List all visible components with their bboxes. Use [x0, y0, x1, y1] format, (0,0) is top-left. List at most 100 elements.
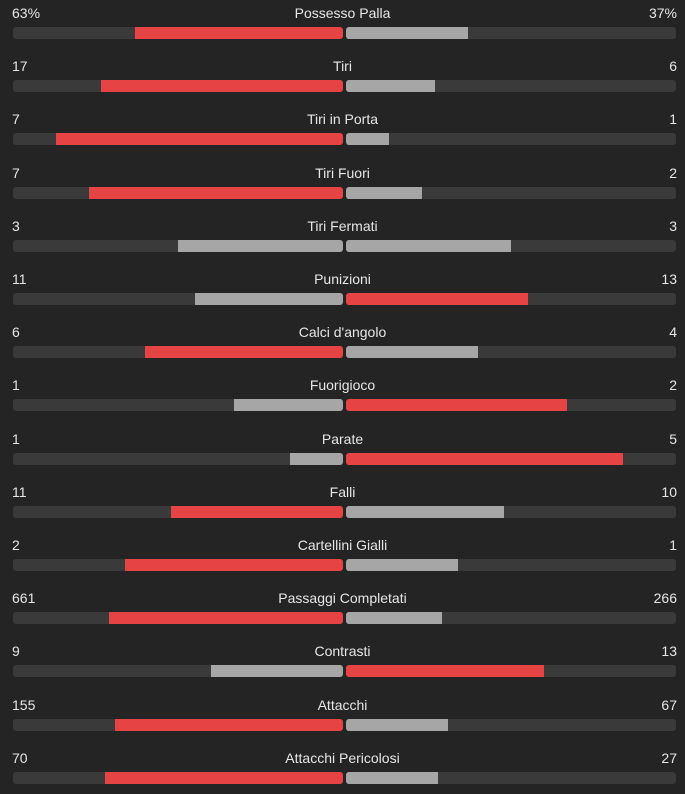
- home-value: 11: [12, 271, 27, 287]
- home-bar-track: [13, 505, 343, 518]
- stat-label: Punizioni: [314, 271, 371, 287]
- away-bar-fill: [346, 186, 422, 199]
- home-bar-track: [13, 771, 343, 784]
- stat-row-6: 11 Punizioni 13: [0, 266, 685, 319]
- away-value: 5: [669, 430, 677, 447]
- home-bar-track: [13, 399, 343, 412]
- away-value: 6: [669, 58, 677, 75]
- home-bar-track: [13, 718, 343, 731]
- home-bar-track: [13, 612, 343, 625]
- stat-row-3: 7 Tiri in Porta 1: [0, 106, 685, 159]
- stat-row-14: 155 Attacchi 67: [0, 692, 685, 745]
- home-value: 70: [12, 749, 28, 766]
- home-bar-fill: [234, 399, 343, 412]
- away-value: 10: [661, 483, 677, 500]
- away-bar-track: [346, 452, 676, 465]
- home-bar-track: [13, 559, 343, 571]
- away-bar-fill: [346, 239, 511, 252]
- home-value: 11: [12, 483, 27, 500]
- away-value: 4: [669, 324, 677, 341]
- away-value: 13: [661, 271, 677, 287]
- stat-label: Cartellini Gialli: [297, 537, 388, 553]
- stat-label: Tiri Fermati: [307, 217, 378, 234]
- stat-label: Passaggi Completati: [278, 590, 407, 607]
- home-bar-fill: [115, 718, 343, 731]
- home-bar-track: [13, 133, 343, 146]
- stat-label: Calci d'angolo: [298, 324, 387, 341]
- away-value: 1: [669, 111, 677, 128]
- away-bar-track: [346, 559, 676, 571]
- home-value: 7: [12, 111, 20, 128]
- stat-label: Possesso Palla: [294, 5, 391, 21]
- home-bar-fill: [101, 80, 343, 93]
- home-value: 2: [12, 537, 20, 553]
- away-value: 2: [669, 164, 677, 181]
- home-bar-fill: [145, 346, 343, 359]
- away-value: 3: [669, 217, 677, 234]
- away-value: 37%: [648, 5, 677, 21]
- away-bar-fill: [346, 665, 544, 678]
- home-bar-fill: [211, 665, 343, 678]
- home-value: 3: [12, 217, 20, 234]
- home-value: 7: [12, 164, 20, 181]
- stat-label: Falli: [329, 483, 356, 500]
- away-bar-fill: [346, 346, 478, 359]
- stat-row-5: 3 Tiri Fermati 3: [0, 213, 685, 266]
- home-bar-fill: [105, 771, 343, 784]
- home-bar-fill: [178, 239, 343, 252]
- home-bar-fill: [135, 27, 343, 39]
- home-bar-fill: [88, 186, 343, 199]
- stat-row-7: 6 Calci d'angolo 4: [0, 319, 685, 372]
- home-value: 9: [12, 643, 20, 660]
- home-value: 661: [12, 590, 36, 607]
- away-bar-track: [346, 133, 676, 146]
- stat-label: Parate: [321, 430, 364, 447]
- home-bar-fill: [125, 559, 343, 571]
- home-bar-fill: [194, 293, 343, 305]
- home-value: 1: [12, 430, 20, 447]
- away-bar-fill: [346, 771, 439, 784]
- away-bar-fill: [346, 80, 436, 93]
- stat-row-11: 2 Cartellini Gialli 1: [0, 532, 685, 585]
- home-value: 1: [12, 377, 20, 394]
- stat-row-2: 17 Tiri 6: [0, 53, 685, 106]
- stat-label: Tiri in Porta: [306, 111, 379, 128]
- away-bar-track: [346, 80, 676, 93]
- home-bar-fill: [290, 452, 343, 465]
- away-bar-fill: [346, 293, 528, 305]
- away-bar-fill: [346, 133, 389, 146]
- away-bar-track: [346, 186, 676, 199]
- away-bar-track: [346, 27, 676, 39]
- stat-label: Contrasti: [314, 643, 371, 660]
- away-value: 266: [653, 590, 677, 607]
- stat-label: Fuorigioco: [309, 377, 376, 394]
- home-bar-track: [13, 80, 343, 93]
- away-value: 2: [669, 377, 677, 394]
- away-value: 13: [661, 643, 677, 660]
- away-bar-track: [346, 293, 676, 305]
- home-value: 155: [12, 696, 36, 713]
- away-bar-fill: [346, 559, 459, 571]
- away-bar-fill: [346, 505, 505, 518]
- away-bar-track: [346, 399, 676, 412]
- stat-row-15: 70 Attacchi Pericolosi 27: [0, 745, 685, 794]
- away-bar-track: [346, 718, 676, 731]
- away-bar-track: [346, 505, 676, 518]
- stat-label: Tiri Fuori: [315, 164, 370, 181]
- stat-label: Attacchi Pericolosi: [285, 749, 400, 766]
- home-value: 6: [12, 324, 20, 341]
- stat-row-9: 1 Parate 5: [0, 426, 685, 479]
- away-bar-track: [346, 665, 676, 678]
- home-bar-track: [13, 186, 343, 199]
- stat-label: Attacchi: [317, 696, 368, 713]
- home-value: 17: [12, 58, 28, 75]
- home-bar-track: [13, 452, 343, 465]
- stat-label: Tiri: [333, 58, 352, 75]
- home-bar-track: [13, 665, 343, 678]
- away-bar-fill: [346, 452, 624, 465]
- away-bar-track: [346, 612, 676, 625]
- stat-row-13: 9 Contrasti 13: [0, 638, 685, 691]
- away-value: 1: [669, 537, 677, 553]
- away-bar-track: [346, 771, 676, 784]
